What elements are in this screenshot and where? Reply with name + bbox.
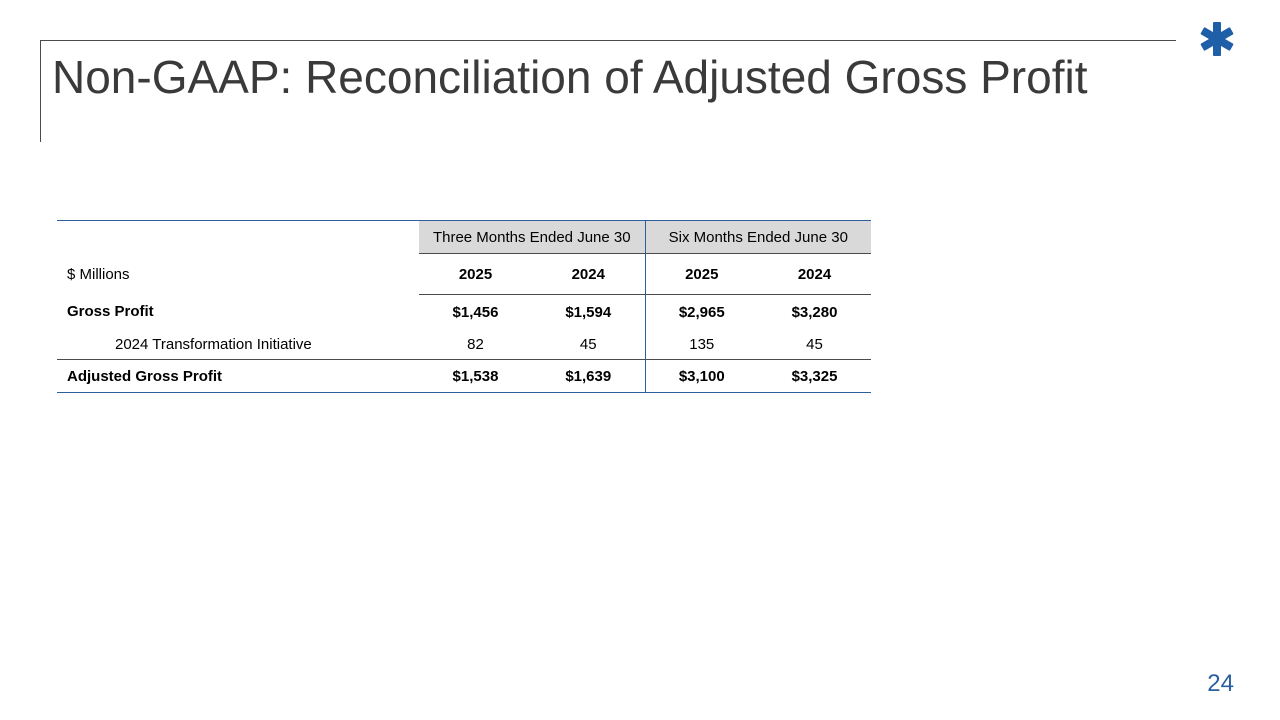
- reconciliation-table: Three Months Ended June 30 Six Months En…: [57, 220, 872, 393]
- period-header-row: Three Months Ended June 30 Six Months En…: [57, 220, 872, 254]
- cell-value: 45: [806, 335, 823, 353]
- row-label-adjusted-gross-profit: Adjusted Gross Profit: [57, 359, 419, 393]
- table-row: 2024 Transformation Initiative 82 45 135…: [57, 329, 871, 360]
- table-row: Gross Profit $1,456 $1,594 $2,965 $3,280: [57, 294, 872, 329]
- year-header-q-2025: 2025: [419, 253, 532, 295]
- cell-value: 45: [579, 335, 597, 353]
- page-number: 24: [1207, 670, 1234, 697]
- asterisk-logo-icon: [1200, 22, 1234, 56]
- year-header-row: $ Millions 2025 2024 2025 2024: [57, 253, 872, 295]
- cell-value: $1,538: [419, 359, 532, 393]
- period-header-three-months: Three Months Ended June 30: [419, 220, 646, 254]
- year-header-ytd-2024: 2024: [758, 253, 872, 295]
- cell-value: $1,456: [419, 294, 532, 329]
- period-header-blank: [57, 220, 419, 254]
- cell-value: 135: [644, 329, 759, 360]
- cell-value: $2,965: [644, 294, 759, 329]
- year-header-ytd-2025: 2025: [644, 253, 759, 295]
- reconciliation-table-container: Three Months Ended June 30 Six Months En…: [57, 220, 872, 393]
- cell-value: $3,100: [644, 359, 759, 393]
- units-label: $ Millions: [67, 265, 130, 283]
- row-label-gross-profit: Gross Profit: [67, 303, 154, 321]
- page-title: Non-GAAP: Reconciliation of Adjusted Gro…: [52, 51, 1088, 103]
- table-row: Adjusted Gross Profit $1,538 $1,639 $3,1…: [57, 359, 872, 393]
- cell-value: $3,280: [758, 294, 872, 329]
- cell-value: $1,639: [532, 359, 646, 393]
- title-left-rule: [40, 40, 41, 142]
- title-top-rule: [40, 40, 1176, 41]
- year-header-q-2024: 2024: [532, 253, 646, 295]
- period-header-six-months: Six Months Ended June 30: [644, 220, 872, 254]
- row-label-transformation-initiative: 2024 Transformation Initiative: [115, 335, 312, 353]
- cell-value: $3,325: [758, 359, 872, 393]
- cell-value: $1,594: [532, 294, 646, 329]
- cell-value: 82: [467, 335, 484, 353]
